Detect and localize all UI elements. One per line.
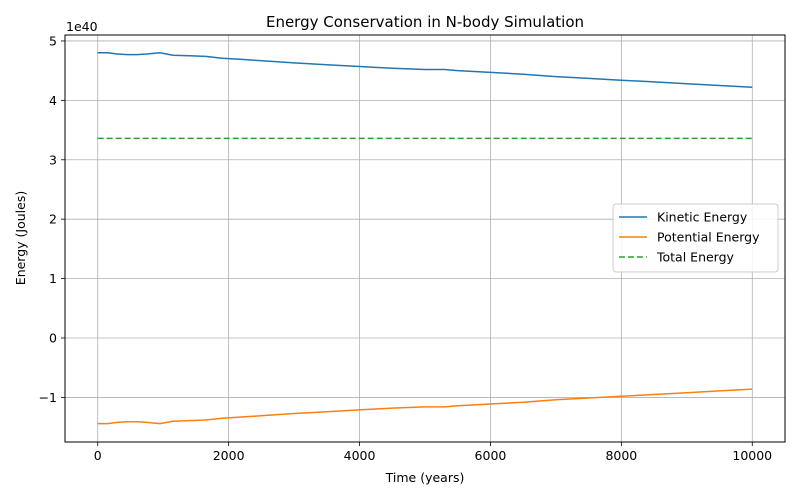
x-tick-label: 2000 xyxy=(213,448,245,463)
y-axis-offset-label: 1e40 xyxy=(66,19,98,34)
chart-title: Energy Conservation in N-body Simulation xyxy=(266,13,584,31)
x-axis-ticks: 0 2000 4000 6000 8000 10000 xyxy=(94,442,772,463)
legend-label: Potential Energy xyxy=(657,230,760,245)
y-tick-label: 5 xyxy=(49,33,57,48)
y-tick-label: 0 xyxy=(49,331,57,346)
x-axis-label: Time (years) xyxy=(385,470,465,485)
y-tick-label: −1 xyxy=(39,390,57,405)
y-tick-label: 1 xyxy=(49,271,57,286)
y-tick-label: 4 xyxy=(49,93,57,108)
y-axis-label: Energy (Joules) xyxy=(13,191,28,285)
y-axis-ticks: −1 0 1 2 3 4 5 xyxy=(39,33,65,405)
x-tick-label: 10000 xyxy=(732,448,772,463)
x-tick-label: 4000 xyxy=(344,448,376,463)
y-tick-label: 2 xyxy=(49,212,57,227)
legend-label: Total Energy xyxy=(656,250,735,265)
series-lines xyxy=(97,52,753,425)
legend: Kinetic Energy Potential Energy Total Ener… xyxy=(612,203,779,273)
y-tick-label: 3 xyxy=(49,152,57,167)
series-line-potential-energy xyxy=(97,388,753,425)
x-tick-label: 0 xyxy=(94,448,102,463)
x-tick-label: 8000 xyxy=(605,448,637,463)
legend-box xyxy=(612,203,779,273)
plot-frame xyxy=(64,34,786,443)
series-line-kinetic-energy xyxy=(97,52,753,89)
x-tick-label: 6000 xyxy=(475,448,507,463)
legend-label: Kinetic Energy xyxy=(657,210,748,225)
